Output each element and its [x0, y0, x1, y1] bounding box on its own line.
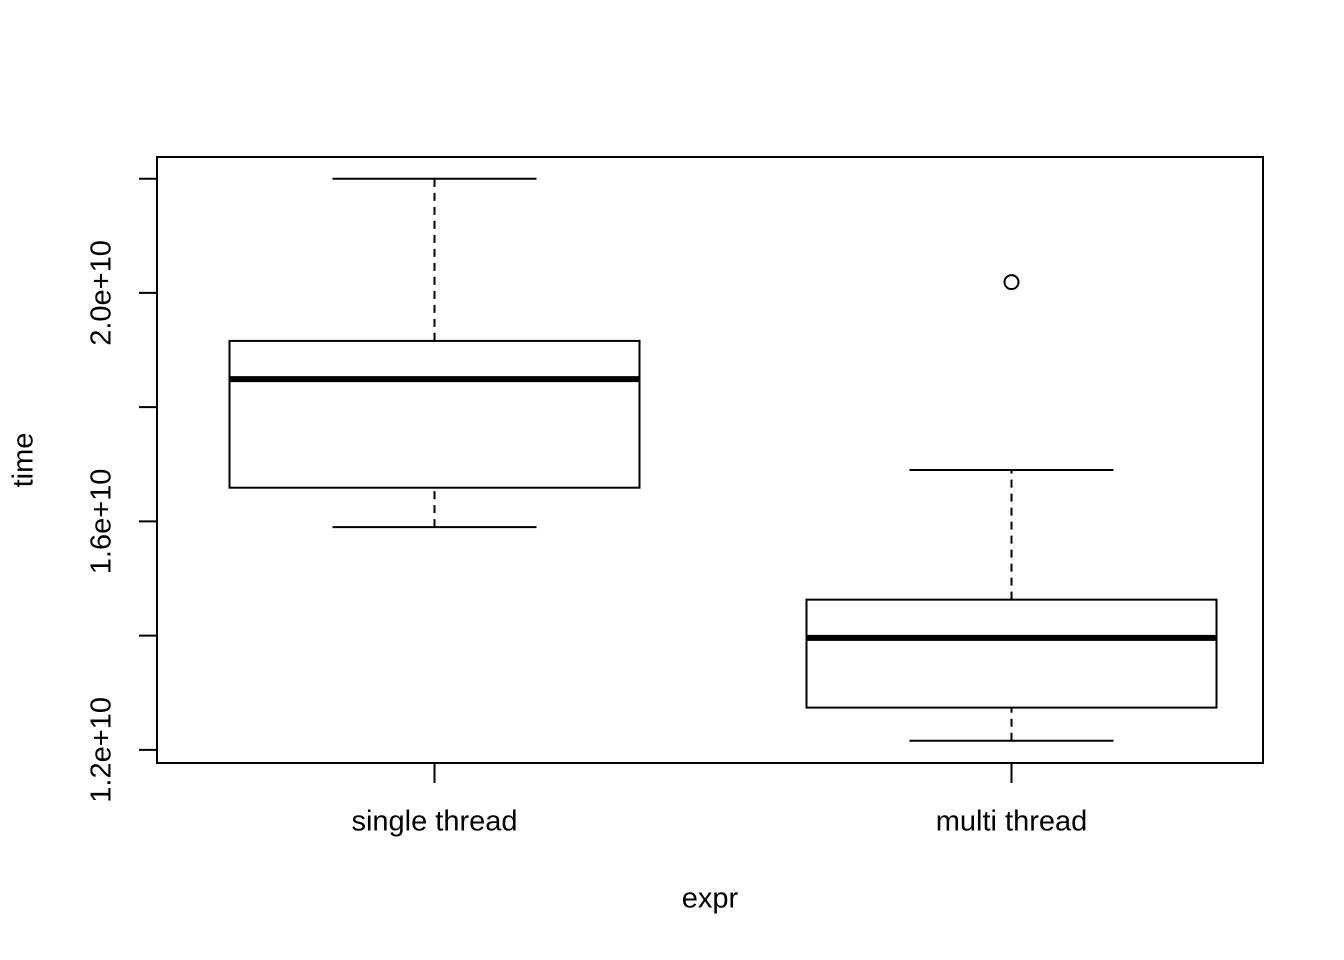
y-tick-label: 2.0e+10 [86, 240, 118, 346]
box [228, 339, 641, 489]
y-tick-label: 1.6e+10 [86, 469, 118, 575]
x-tick-label: multi thread [936, 806, 1088, 838]
x-axis-label: expr [682, 883, 739, 915]
x-tick-label: single thread [351, 806, 517, 838]
y-axis-label: time [8, 433, 40, 488]
box [805, 598, 1218, 709]
outlier [1003, 274, 1020, 291]
plot-frame [156, 156, 1264, 764]
y-tick-label: 1.2e+10 [86, 697, 118, 803]
